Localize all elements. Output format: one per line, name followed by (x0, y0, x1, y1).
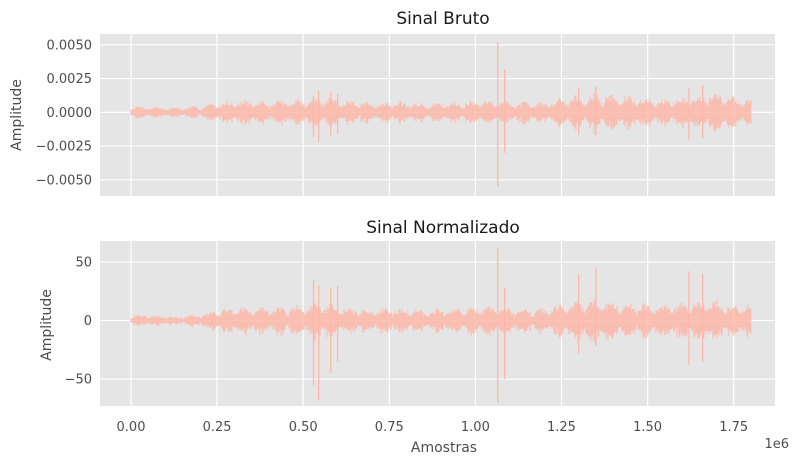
x-tick-label: 1.50 (633, 420, 662, 435)
bottom-chart-title: Sinal Normalizado (366, 218, 520, 238)
top-y-tick-label: 0.0025 (47, 72, 93, 87)
top-y-tick-label: 0.0000 (47, 106, 93, 121)
top-signal (130, 42, 752, 187)
top-panel: −0.0050 −0.0025 0.0000 0.0025 0.0050 Sinal B… (9, 9, 775, 196)
x-tick-label: 1.00 (461, 420, 490, 435)
bottom-y-ticks: −50 0 50 (65, 256, 92, 388)
top-chart-title: Sinal Bruto (396, 9, 489, 29)
x-tick-label: 1.25 (547, 420, 576, 435)
top-y-tick-label: −0.0025 (36, 140, 92, 155)
x-ticks: 0.00 0.25 0.50 0.75 1.00 1.25 1.50 1.75 (117, 420, 749, 435)
top-y-axis-label: Amplitude (9, 79, 25, 151)
bottom-y-axis-label: Amplitude (39, 289, 55, 361)
x-axis-label: Amostras (411, 440, 477, 456)
bottom-y-tick-label: −50 (65, 373, 92, 388)
top-y-tick-label: −0.0050 (36, 173, 92, 188)
x-tick-label: 0.75 (375, 420, 404, 435)
bottom-y-tick-label: 0 (84, 314, 92, 329)
x-axis-offset-text: 1e6 (764, 437, 789, 452)
top-y-tick-label: 0.0050 (47, 38, 93, 53)
x-tick-label: 1.75 (719, 420, 748, 435)
bottom-signal (130, 248, 752, 403)
bottom-y-tick-label: 50 (75, 256, 92, 271)
x-tick-label: 0.00 (117, 420, 146, 435)
x-tick-label: 0.25 (203, 420, 232, 435)
x-tick-label: 0.50 (289, 420, 318, 435)
top-y-ticks: −0.0050 −0.0025 0.0000 0.0025 0.0050 (36, 38, 92, 188)
